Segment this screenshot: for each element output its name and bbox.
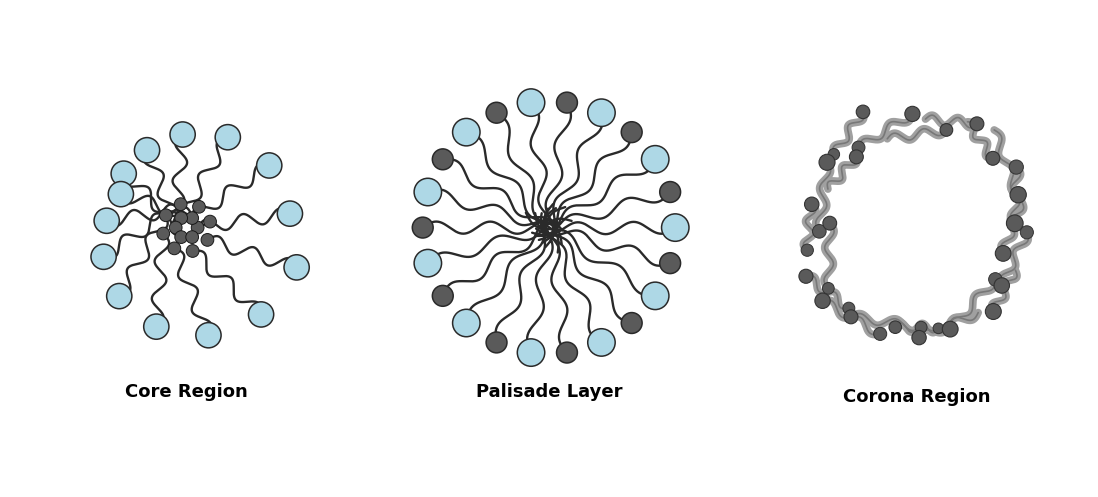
- Circle shape: [995, 246, 1011, 261]
- Circle shape: [111, 161, 136, 186]
- Circle shape: [587, 99, 615, 126]
- Circle shape: [107, 283, 132, 309]
- Circle shape: [822, 282, 834, 294]
- Circle shape: [517, 89, 545, 116]
- Circle shape: [414, 178, 441, 206]
- Circle shape: [805, 197, 819, 212]
- Circle shape: [911, 331, 927, 345]
- Circle shape: [191, 221, 204, 234]
- Circle shape: [413, 217, 433, 238]
- Circle shape: [843, 302, 855, 314]
- Circle shape: [985, 304, 1001, 320]
- Circle shape: [587, 329, 615, 356]
- Circle shape: [557, 342, 578, 363]
- Circle shape: [144, 314, 169, 339]
- Circle shape: [195, 323, 221, 348]
- Circle shape: [186, 212, 199, 225]
- Circle shape: [641, 146, 669, 173]
- Circle shape: [192, 200, 205, 213]
- Circle shape: [940, 124, 953, 136]
- Circle shape: [799, 269, 813, 283]
- Circle shape: [433, 149, 453, 170]
- Circle shape: [91, 244, 116, 269]
- Circle shape: [822, 216, 837, 230]
- Circle shape: [994, 278, 1009, 293]
- Circle shape: [284, 255, 310, 280]
- Circle shape: [986, 152, 1000, 166]
- Circle shape: [517, 339, 545, 366]
- Circle shape: [641, 282, 669, 310]
- Circle shape: [856, 105, 870, 119]
- Circle shape: [915, 321, 927, 333]
- Circle shape: [257, 153, 282, 178]
- Circle shape: [109, 181, 134, 207]
- Circle shape: [802, 244, 814, 256]
- Circle shape: [1010, 186, 1027, 203]
- Circle shape: [204, 215, 216, 228]
- Circle shape: [169, 221, 182, 234]
- Circle shape: [159, 209, 172, 222]
- Circle shape: [452, 309, 480, 337]
- Circle shape: [278, 201, 303, 226]
- Circle shape: [186, 231, 199, 244]
- Text: Corona Region: Corona Region: [843, 388, 990, 406]
- Circle shape: [433, 285, 453, 306]
- Circle shape: [621, 122, 642, 143]
- Circle shape: [486, 332, 507, 353]
- Circle shape: [815, 293, 830, 309]
- Circle shape: [844, 310, 858, 324]
- Circle shape: [175, 212, 188, 225]
- Circle shape: [905, 106, 920, 121]
- Circle shape: [1009, 160, 1023, 174]
- Circle shape: [933, 323, 943, 333]
- Circle shape: [157, 227, 169, 240]
- Circle shape: [170, 122, 195, 147]
- Circle shape: [850, 150, 863, 164]
- Circle shape: [414, 249, 441, 277]
- Circle shape: [661, 214, 690, 242]
- Circle shape: [819, 154, 836, 170]
- Circle shape: [557, 92, 578, 113]
- Circle shape: [621, 313, 642, 333]
- Circle shape: [942, 321, 959, 337]
- Circle shape: [813, 225, 826, 238]
- Circle shape: [187, 245, 199, 257]
- Circle shape: [874, 328, 887, 340]
- Circle shape: [248, 302, 273, 327]
- Circle shape: [1020, 226, 1033, 239]
- Text: Core Region: Core Region: [125, 383, 248, 401]
- Text: Palisade Layer: Palisade Layer: [475, 383, 623, 401]
- Circle shape: [175, 231, 188, 244]
- Circle shape: [134, 138, 159, 163]
- Circle shape: [452, 118, 480, 146]
- Circle shape: [486, 102, 507, 123]
- Circle shape: [660, 252, 681, 273]
- Circle shape: [970, 117, 984, 131]
- Circle shape: [201, 234, 214, 247]
- Circle shape: [852, 141, 865, 154]
- Circle shape: [215, 125, 240, 150]
- Circle shape: [94, 208, 120, 234]
- Circle shape: [988, 273, 1002, 286]
- Circle shape: [828, 149, 840, 160]
- Circle shape: [660, 181, 681, 202]
- Circle shape: [168, 242, 181, 255]
- Circle shape: [889, 321, 901, 333]
- Circle shape: [1007, 215, 1023, 232]
- Circle shape: [175, 198, 187, 211]
